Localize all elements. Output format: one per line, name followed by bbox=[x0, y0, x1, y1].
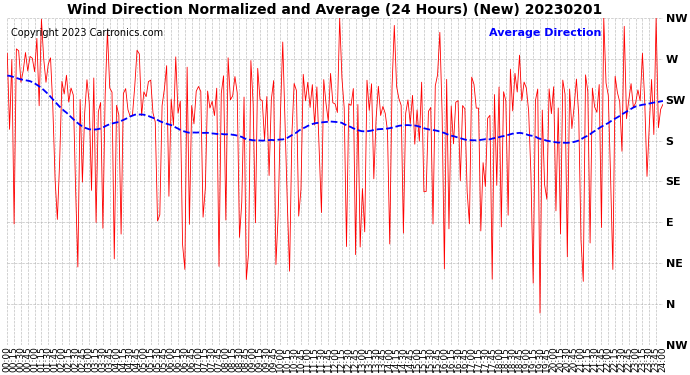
Title: Wind Direction Normalized and Average (24 Hours) (New) 20230201: Wind Direction Normalized and Average (2… bbox=[68, 3, 603, 17]
Text: Average Direction: Average Direction bbox=[489, 28, 602, 38]
Text: Copyright 2023 Cartronics.com: Copyright 2023 Cartronics.com bbox=[10, 28, 163, 38]
